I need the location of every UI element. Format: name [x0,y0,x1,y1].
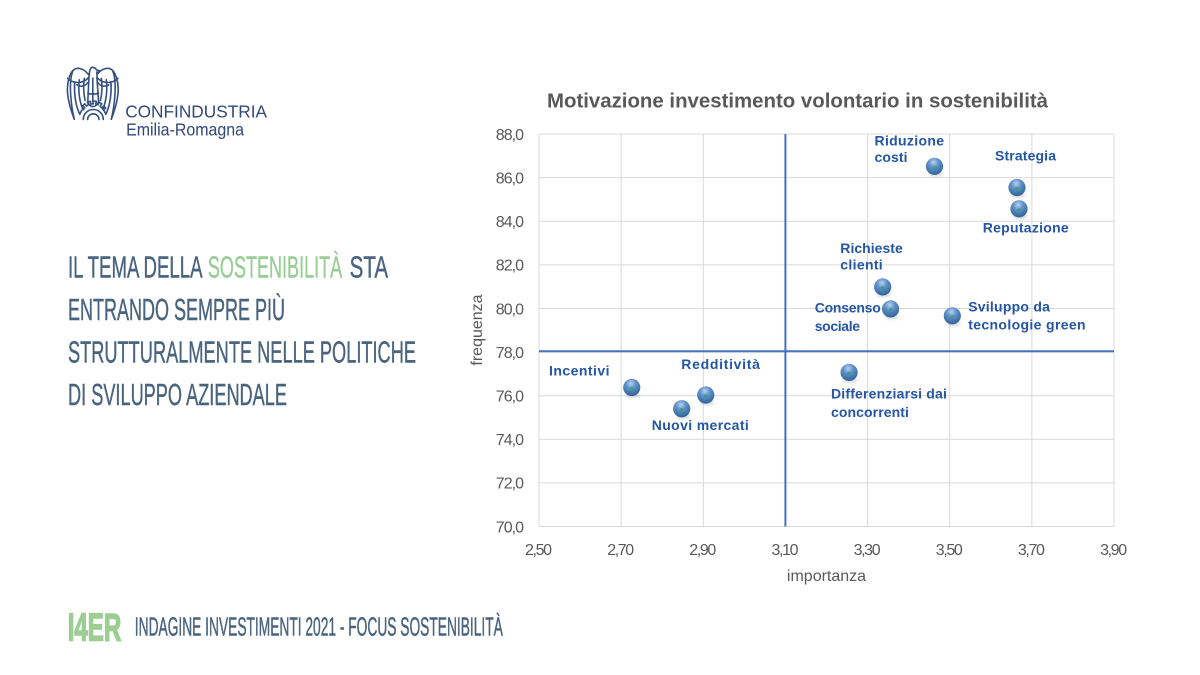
svg-text:Consenso: Consenso [815,300,881,316]
svg-text:3,50: 3,50 [936,542,963,559]
svg-text:70,0: 70,0 [496,519,524,536]
svg-text:76,0: 76,0 [496,389,524,406]
svg-text:84,0: 84,0 [496,214,524,231]
svg-text:CONFINDUSTRIA: CONFINDUSTRIA [125,101,267,121]
svg-text:STRUTTURALMENTE NELLE POLITICH: STRUTTURALMENTE NELLE POLITICHE [68,335,416,370]
svg-text:importanza: importanza [787,568,866,585]
svg-text:clienti: clienti [840,257,882,273]
svg-text:Emilia-Romagna: Emilia-Romagna [126,120,244,140]
svg-text:ENTRANDO SEMPRE PIÙ: ENTRANDO SEMPRE PIÙ [68,292,285,327]
svg-text:Sviluppo da: Sviluppo da [968,299,1050,315]
svg-text:SOSTENIBILITÀ: SOSTENIBILITÀ [208,250,342,285]
svg-text:2,70: 2,70 [607,542,634,559]
svg-text:Riduzione: Riduzione [875,132,945,148]
svg-text:78,0: 78,0 [496,345,524,362]
svg-text:sociale: sociale [815,318,861,334]
svg-text:Motivazione investimento volon: Motivazione investimento volontario in s… [547,91,1049,113]
svg-text:Differenziarsi dai: Differenziarsi dai [831,386,947,402]
svg-text:INDAGINE INVESTIMENTI 2021 - F: INDAGINE INVESTIMENTI 2021 - FOCUS SOSTE… [135,611,503,641]
svg-text:DI SVILUPPO AZIENDALE: DI SVILUPPO AZIENDALE [68,377,287,412]
svg-text:concorrenti: concorrenti [831,404,909,420]
svg-text:74,0: 74,0 [496,432,524,449]
svg-text:Incentivi: Incentivi [549,363,610,379]
svg-text:82,0: 82,0 [496,258,524,275]
svg-text:Reputazione: Reputazione [983,220,1069,236]
svg-text:3,30: 3,30 [854,542,881,559]
svg-text:I4ER: I4ER [68,606,122,649]
svg-text:88,0: 88,0 [496,127,524,144]
svg-text:2,90: 2,90 [689,542,716,559]
svg-text:3,70: 3,70 [1018,542,1045,559]
svg-text:STA: STA [350,250,389,285]
svg-text:3,10: 3,10 [772,542,799,559]
svg-text:Richieste: Richieste [840,240,903,256]
svg-text:72,0: 72,0 [496,476,524,493]
svg-text:86,0: 86,0 [496,170,524,187]
svg-text:IL TEMA DELLA: IL TEMA DELLA [68,250,203,285]
svg-text:costi: costi [875,149,908,165]
svg-text:Nuovi mercati: Nuovi mercati [652,417,749,433]
svg-text:Redditività: Redditività [681,356,760,372]
svg-text:frequenza: frequenza [469,294,486,365]
svg-text:3,90: 3,90 [1100,542,1127,559]
svg-text:2,50: 2,50 [525,542,552,559]
svg-text:80,0: 80,0 [496,301,524,318]
svg-text:tecnologie green: tecnologie green [968,317,1085,333]
svg-text:Strategia: Strategia [995,148,1056,164]
